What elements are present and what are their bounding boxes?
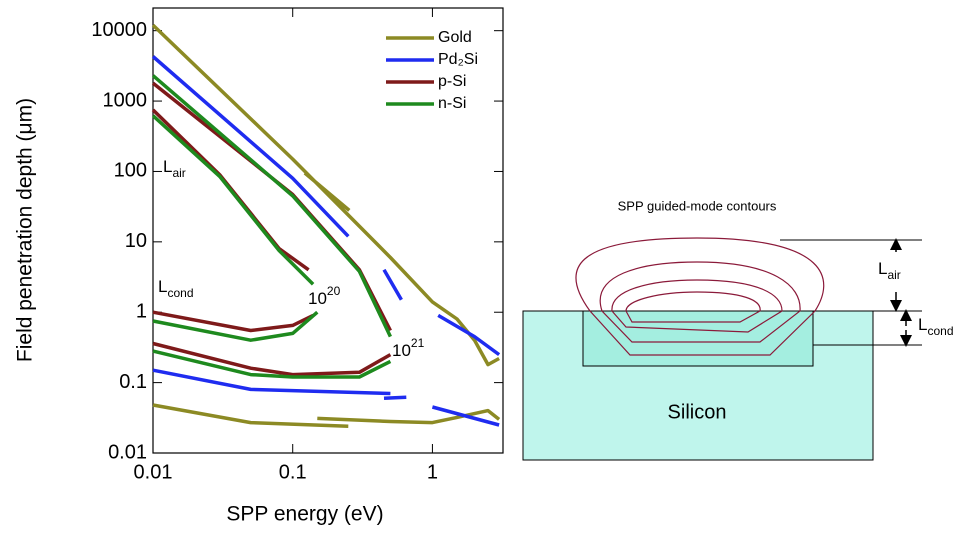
contour <box>599 261 801 343</box>
legend-label: n-Si <box>438 95 466 112</box>
contour <box>611 279 783 333</box>
series-line <box>151 55 501 427</box>
y-tick-label: 100 <box>114 160 147 182</box>
diagram-title: SPP guided-mode contours <box>618 198 777 213</box>
y-tick-label: 0.01 <box>108 441 147 463</box>
substrate-label: Silicon <box>668 401 727 423</box>
series-line <box>151 81 392 377</box>
x-tick-label: 1 <box>427 461 438 483</box>
legend-label: Gold <box>438 29 472 46</box>
y-axis-label: Field penetration depth (μm) <box>14 98 37 362</box>
series-line <box>151 23 501 428</box>
y-tick-label: 0.1 <box>119 371 147 393</box>
annotation: Lcond <box>158 277 194 300</box>
diagram: SPP guided-mode contours Silicon Lair Lc… <box>522 198 954 461</box>
legend-label: Pd₂Si <box>438 51 478 68</box>
contour <box>625 291 761 323</box>
l-air-label: Lair <box>878 259 901 282</box>
y-tick-label: 1 <box>136 301 147 323</box>
x-tick-label: 0.01 <box>134 461 173 483</box>
y-tick-label: 1000 <box>103 89 148 111</box>
l-cond-label: Lcond <box>918 315 954 338</box>
series-line <box>151 74 392 379</box>
x-tick-label: 0.1 <box>279 461 307 483</box>
legend-label: p-Si <box>438 73 466 90</box>
y-tick-label: 10 <box>125 230 147 252</box>
annotation: 1020 <box>308 284 341 308</box>
annotation: Lair <box>163 157 186 180</box>
contour <box>575 237 825 356</box>
conduction-region <box>582 310 814 367</box>
annotation: 1021 <box>392 336 425 360</box>
x-axis-label: SPP energy (eV) <box>226 503 383 526</box>
plot-frame <box>152 7 504 454</box>
y-tick-label: 10000 <box>91 19 147 41</box>
